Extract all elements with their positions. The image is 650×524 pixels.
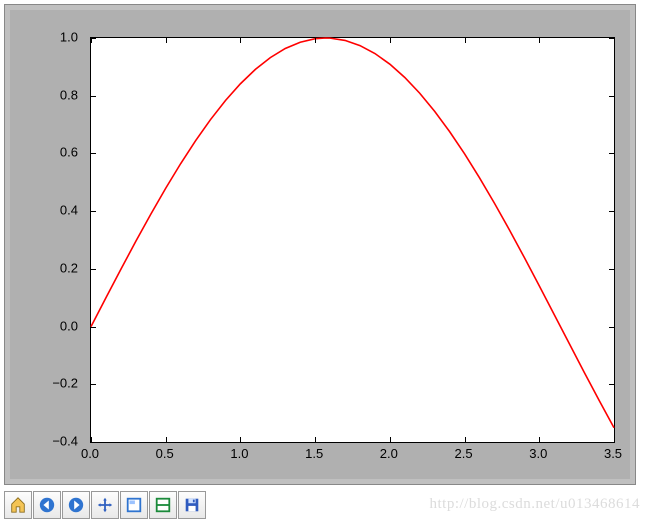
plot-axes — [90, 37, 615, 443]
ytick-right — [609, 442, 614, 443]
ytick — [91, 327, 96, 328]
subplots-button[interactable] — [149, 491, 177, 519]
xtick-label: 1.0 — [230, 446, 248, 461]
ytick — [91, 211, 96, 212]
xtick-label: 0.0 — [81, 446, 99, 461]
pan-icon — [96, 496, 114, 514]
xtick-top — [315, 38, 316, 43]
ytick — [91, 96, 96, 97]
xtick — [390, 437, 391, 442]
zoom-button[interactable] — [120, 491, 148, 519]
ytick — [91, 269, 96, 270]
xtick — [614, 437, 615, 442]
xtick-label: 3.5 — [604, 446, 622, 461]
watermark-text: http://blog.csdn.net/u013468614 — [430, 496, 641, 513]
xtick — [166, 437, 167, 442]
back-icon — [38, 496, 56, 514]
nav-toolbar — [4, 490, 207, 520]
ytick — [91, 442, 96, 443]
save-icon — [183, 496, 201, 514]
line-curve — [91, 38, 614, 442]
figure-window: 0.0 0.5 1.0 1.5 2.0 2.5 3.0 3.5 −0.4 −0.2 0.0 0.2 0.… — [4, 4, 636, 485]
figure-canvas: 0.0 0.5 1.0 1.5 2.0 2.5 3.0 3.5 −0.4 −0.2 0.0 0.2 0.… — [10, 10, 630, 479]
home-icon — [9, 496, 27, 514]
ytick-right — [609, 153, 614, 154]
forward-icon — [67, 496, 85, 514]
ytick-label: 0.4 — [60, 203, 78, 218]
ytick-right — [609, 327, 614, 328]
xtick-label: 2.5 — [455, 446, 473, 461]
ytick-label: −0.4 — [52, 434, 78, 449]
home-button[interactable] — [4, 491, 32, 519]
subplots-icon — [154, 496, 172, 514]
xtick-top — [240, 38, 241, 43]
xtick-label: 2.0 — [380, 446, 398, 461]
xtick — [539, 437, 540, 442]
xtick-label: 0.5 — [156, 446, 174, 461]
pan-button[interactable] — [91, 491, 119, 519]
xtick-label: 3.0 — [529, 446, 547, 461]
ytick-label: 0.2 — [60, 260, 78, 275]
ytick-label: 0.8 — [60, 87, 78, 102]
xtick-top — [166, 38, 167, 43]
ytick-right — [609, 38, 614, 39]
xtick-top — [539, 38, 540, 43]
xtick-top — [614, 38, 615, 43]
back-button[interactable] — [33, 491, 61, 519]
zoom-icon — [125, 496, 143, 514]
ytick-label: 0.0 — [60, 318, 78, 333]
ytick-label: 1.0 — [60, 30, 78, 45]
ytick-right — [609, 96, 614, 97]
ytick-label: −0.2 — [52, 376, 78, 391]
ytick-right — [609, 211, 614, 212]
forward-button[interactable] — [62, 491, 90, 519]
xtick-top — [390, 38, 391, 43]
xtick — [315, 437, 316, 442]
ytick-right — [609, 269, 614, 270]
ytick — [91, 384, 96, 385]
ytick-right — [609, 384, 614, 385]
xtick — [240, 437, 241, 442]
ytick-label: 0.6 — [60, 145, 78, 160]
xtick-label: 1.5 — [305, 446, 323, 461]
xtick — [465, 437, 466, 442]
xtick-top — [465, 38, 466, 43]
ytick — [91, 38, 96, 39]
series-line — [91, 38, 614, 428]
ytick — [91, 153, 96, 154]
save-button[interactable] — [178, 491, 206, 519]
